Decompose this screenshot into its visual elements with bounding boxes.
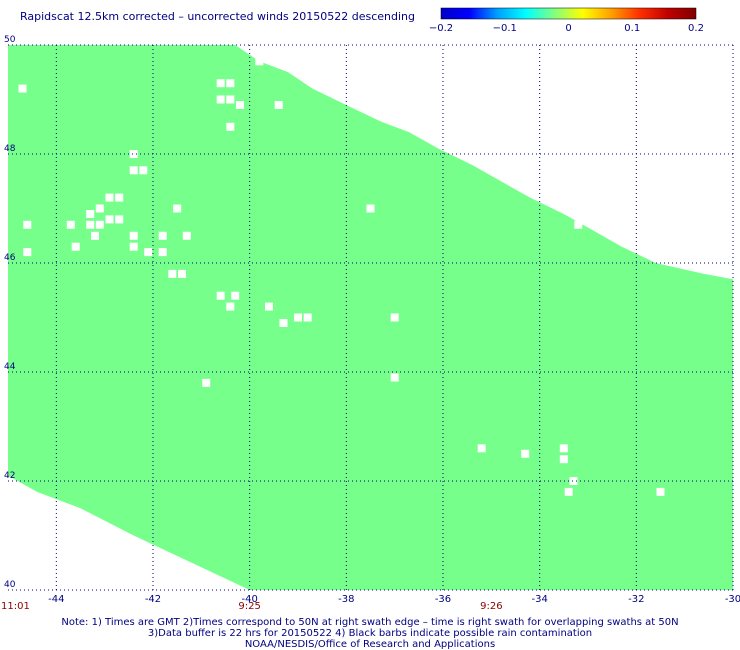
missing-data-cell — [71, 242, 80, 251]
colorbar-tick-label: −0.2 — [429, 23, 453, 34]
missing-data-cell — [158, 248, 167, 257]
missing-data-cell — [86, 210, 95, 218]
y-tick-label: 48 — [4, 144, 16, 154]
colorbar-tick-label: 0.2 — [688, 23, 704, 34]
y-tick-label: 46 — [4, 253, 16, 263]
missing-data-cell — [303, 313, 312, 322]
missing-data-cell — [216, 79, 225, 88]
missing-data-cell — [115, 215, 124, 224]
missing-data-cell — [129, 231, 138, 240]
colorbar-tick-label: 0.1 — [624, 23, 640, 34]
missing-data-cell — [226, 302, 235, 311]
missing-data-cell — [23, 248, 32, 257]
missing-data-cell — [265, 302, 273, 311]
y-tick-label: 50 — [4, 35, 16, 45]
colorbar: −0.2 −0.1 0 0.1 0.2 — [429, 7, 704, 34]
missing-data-cell — [91, 231, 99, 240]
missing-data-cell — [202, 378, 211, 387]
missing-data-cell — [390, 313, 399, 322]
missing-data-cell — [173, 204, 182, 213]
missing-data-cell — [390, 373, 399, 382]
missing-data-cell — [477, 444, 486, 453]
missing-data-cell — [236, 101, 244, 109]
missing-data-cell — [129, 242, 138, 251]
missing-data-cell — [574, 220, 583, 229]
colorbar-tick-label: −0.1 — [493, 23, 517, 34]
swath-time-label: 9:26 — [480, 601, 502, 612]
x-tick-label: -44 — [48, 594, 64, 605]
missing-data-cell — [231, 291, 240, 300]
missing-data-cell — [66, 220, 75, 229]
missing-data-cell — [216, 291, 225, 300]
missing-data-cell — [139, 166, 148, 175]
x-tick-label: -40 — [241, 594, 257, 605]
missing-data-cell — [559, 444, 568, 453]
missing-data-cell — [178, 269, 186, 278]
note-line-1: Note: 1) Times are GMT 2)Times correspon… — [61, 617, 679, 628]
colorbar-scale — [440, 7, 697, 20]
colorbar-tick-label: 0 — [565, 23, 571, 34]
missing-data-cell — [86, 220, 95, 229]
x-tick-label: -42 — [145, 594, 161, 605]
missing-data-cell — [366, 204, 375, 213]
missing-data-cell — [144, 248, 153, 257]
x-tick-label: -38 — [338, 594, 354, 605]
missing-data-cell — [226, 79, 235, 88]
missing-data-cell — [115, 193, 124, 202]
y-tick-label: 42 — [4, 471, 15, 481]
missing-data-cell — [559, 455, 568, 464]
missing-data-cell — [226, 95, 235, 104]
missing-data-cell — [95, 220, 104, 229]
y-tick-label: 44 — [4, 362, 16, 372]
missing-data-cell — [656, 487, 665, 496]
missing-data-cell — [564, 487, 573, 496]
missing-data-cell — [182, 231, 191, 240]
note-line-2: 3)Data buffer is 22 hrs for 20150522 4) … — [147, 628, 593, 639]
x-tick-label: -34 — [531, 594, 547, 605]
missing-data-cell — [95, 204, 104, 213]
missing-data-cell — [279, 319, 288, 327]
missing-data-cell — [569, 477, 578, 485]
missing-data-cell — [158, 231, 167, 240]
swath-time-label: 11:01 — [1, 601, 30, 612]
note-line-3: NOAA/NESDIS/Office of Research and Appli… — [244, 639, 496, 650]
missing-data-cell — [105, 193, 114, 202]
missing-data-cell — [226, 122, 235, 131]
missing-data-cell — [168, 269, 177, 278]
y-tick-label: 40 — [4, 580, 16, 590]
missing-data-cell — [105, 215, 114, 224]
missing-data-cell — [23, 220, 32, 229]
missing-data-cell — [129, 150, 138, 158]
missing-data-cell — [255, 57, 264, 66]
x-tick-label: -30 — [725, 594, 740, 605]
x-tick-label: -32 — [628, 594, 644, 605]
missing-data-cell — [521, 449, 530, 458]
chart-title: Rapidscat 12.5km corrected – uncorrected… — [20, 10, 416, 23]
swath-time-label: 9:25 — [238, 601, 260, 612]
missing-data-cell — [274, 101, 283, 109]
missing-data-cell — [129, 166, 138, 175]
x-tick-label: -36 — [435, 594, 451, 605]
missing-data-cell — [294, 313, 302, 322]
swath-coverage-area — [8, 45, 733, 590]
missing-data-cell — [216, 95, 225, 104]
missing-data-cell — [18, 84, 27, 93]
